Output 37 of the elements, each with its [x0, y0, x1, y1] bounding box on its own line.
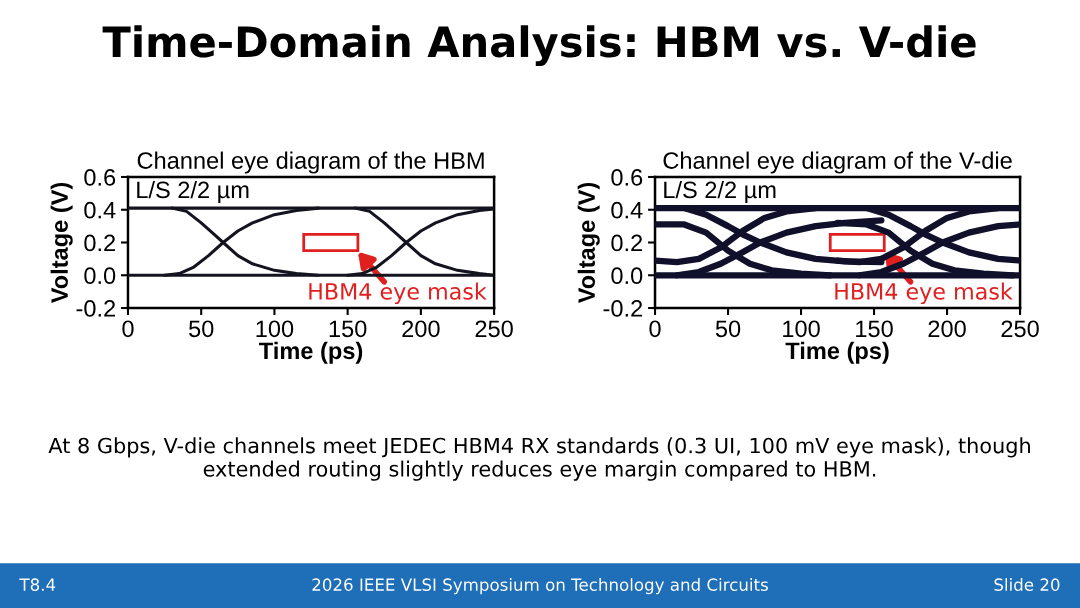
x-axis-title: Time (ps) [259, 341, 363, 364]
x-tick-label: 250 [475, 320, 513, 338]
x-tick-label: 100 [783, 320, 820, 338]
x-tick-label: 200 [928, 320, 966, 338]
y-tick-label: -0.2 [603, 300, 643, 317]
y-tick-label: -0.2 [76, 300, 115, 317]
annotation: L/S 2/2 µm [137, 180, 249, 203]
x-tick-label: 0 [122, 320, 134, 338]
y-tick-label: 0.6 [84, 169, 116, 186]
x-tick-label: 100 [256, 320, 294, 338]
text: At 8 Gbps, V-die channels meet JEDEC HBM4 RX standards (0.3 UI, 100 mV eye mask), though extended routing slightly reduces eye margin compared to HBM. [48, 437, 1030, 481]
y-tick-label: 0.2 [611, 234, 643, 252]
x-tick-label: 50 [715, 320, 741, 338]
x-tick-label: 150 [329, 320, 367, 338]
text: Time-Domain Analysis: HBM vs. V-die [102, 25, 976, 66]
annotation: HBM4 eye mask [835, 282, 1013, 305]
y-tick-label: 0.0 [84, 267, 116, 285]
y-axis-title: Voltage (V) [50, 182, 73, 304]
x-axis-title: Time (ps) [785, 341, 889, 364]
x-tick-label: 0 [649, 320, 661, 338]
chart-title: Channel eye diagram of the HBM [137, 151, 484, 174]
y-tick-label: 0.0 [611, 267, 643, 285]
text: Slide 20 [994, 578, 1060, 591]
y-tick-label: 0.4 [84, 201, 116, 219]
x-tick-label: 150 [856, 320, 893, 338]
y-axis-title: Voltage (V) [577, 182, 600, 304]
annotation: HBM4 eye mask [309, 282, 487, 305]
y-tick-label: 0.6 [611, 169, 643, 186]
chart-title: Channel eye diagram of the V-die [663, 151, 1012, 174]
x-tick-label: 50 [189, 320, 214, 338]
annotation: L/S 2/2 µm [664, 180, 776, 203]
y-tick-label: 0.2 [84, 234, 115, 252]
y-tick-label: 0.4 [611, 201, 643, 219]
x-tick-label: 200 [402, 320, 440, 338]
x-tick-label: 250 [1001, 320, 1039, 338]
text: T8.4 [19, 578, 56, 591]
text: 2026 IEEE VLSI Symposium on Technology and Circuits [312, 578, 768, 595]
